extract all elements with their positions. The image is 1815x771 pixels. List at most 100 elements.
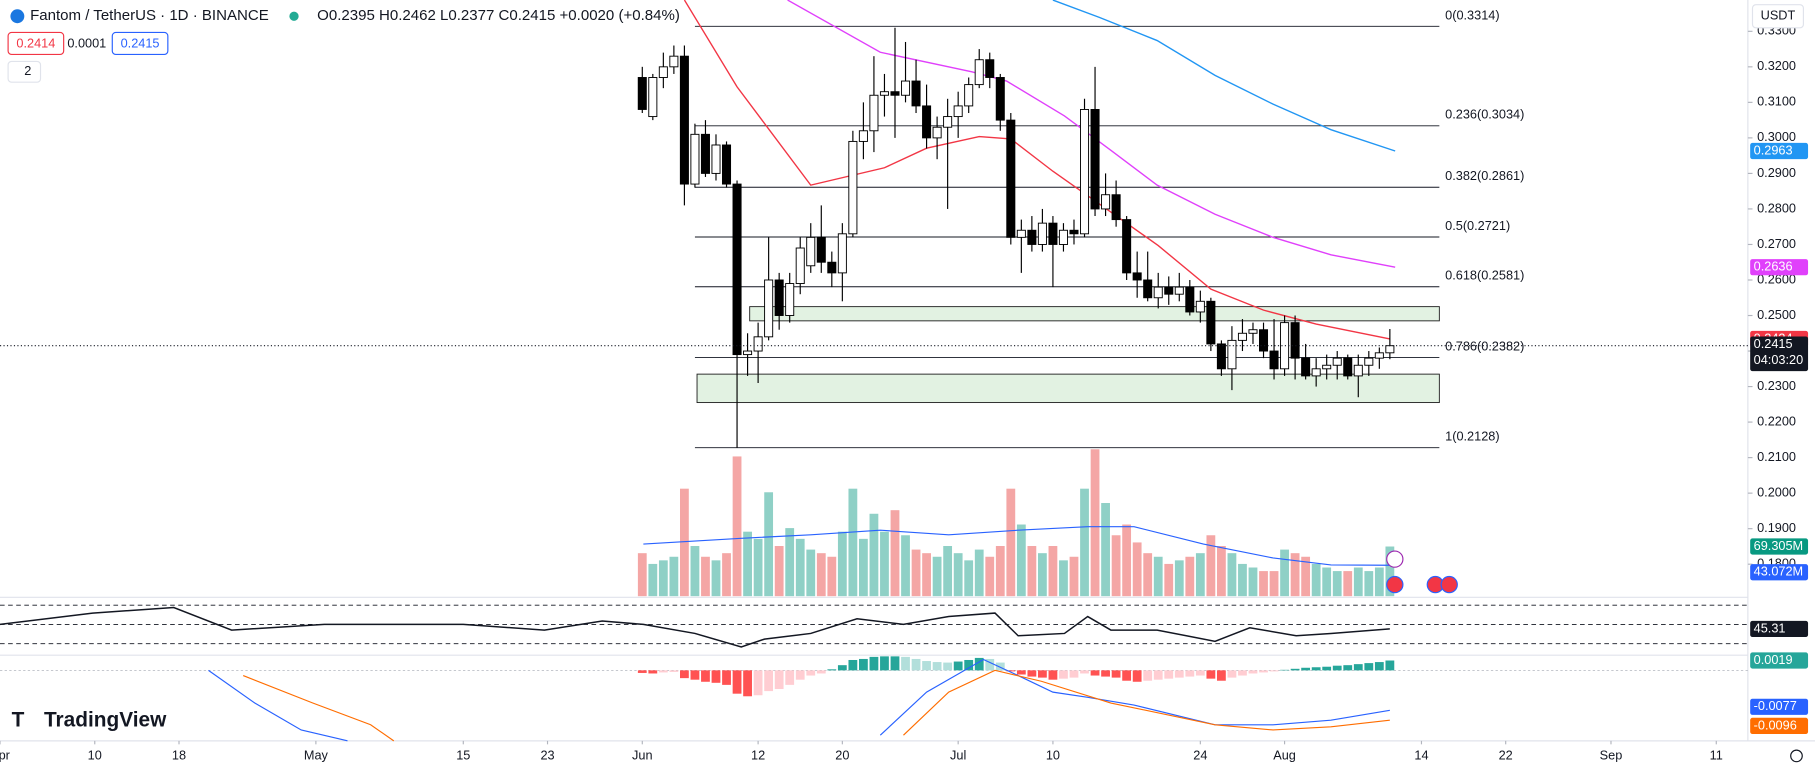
y-tick-label: 0.2200 [1757,413,1796,428]
y-tick-label: 0.3000 [1757,129,1796,144]
candle-body [1069,229,1079,235]
volume-bar [795,538,805,597]
x-tick-label: 11 [1710,747,1723,762]
event-icon[interactable] [1440,575,1458,594]
candle-body [1037,222,1047,245]
last-price-tag: 0.2415 [1754,336,1793,351]
volume-ma [643,526,1390,566]
rsi-line [0,606,1390,648]
macd-histogram-bar [785,670,795,685]
macd-histogram-bar [1132,670,1142,682]
volume-bar [1259,571,1268,597]
macd-histogram-bar [964,659,974,671]
moving-average [787,0,1396,268]
ma-price-tag-bg [1750,259,1809,276]
candle-body [1080,109,1090,235]
candle-body [774,279,784,316]
volume-bar [1080,488,1089,597]
y-tick-label: 0.1900 [1757,520,1796,535]
event-icon[interactable] [1386,550,1404,568]
settings-icon[interactable] [1790,749,1803,763]
volume-bar [974,549,984,597]
ask-box[interactable] [111,31,169,56]
volume-bar [848,488,858,597]
volume-bar [1111,535,1121,597]
macd-histogram-bar [1385,660,1395,671]
candle-body [1048,222,1058,245]
volume-bar [1206,535,1216,597]
volume-bar [890,510,900,597]
candle-body [658,66,668,78]
currency-button[interactable] [1751,4,1805,29]
market-status [289,11,299,21]
volume-bar [953,553,963,597]
candle-body [1153,286,1163,299]
candle-body [827,261,837,274]
volume-bar [690,546,700,597]
x-tick-label: May [304,747,329,762]
volume-bar [806,549,816,597]
event-icon[interactable] [1386,575,1404,594]
indicators-toggle[interactable] [7,60,42,83]
x-tick-label: Aug [1273,747,1296,762]
volume-bar [669,556,679,597]
brand: T TradingView [12,709,168,732]
fib-label: 1(0.2128) [1445,429,1499,444]
candle-body [1195,300,1205,313]
candle-body [753,336,763,352]
candle-body [700,133,710,174]
candle-body [901,80,911,96]
macd-histogram-bar [1048,670,1058,680]
volume-bar [1006,488,1016,597]
volume-bar [711,560,721,597]
candle-body [1006,119,1016,238]
volume-bar [680,488,689,597]
macd-histogram-bar [753,670,763,696]
macd-histogram-bar [837,665,847,671]
signal-tag: -0.0096 [1754,717,1797,732]
volume-bar [816,553,826,597]
macd-histogram-bar [1301,667,1311,671]
macd-histogram-bar [1374,662,1384,671]
symbol-title[interactable]: Fantom / TetherUS · 1D · BINANCE [30,7,269,24]
indicators-count: 2 [24,63,31,78]
macd-histogram-bar [995,662,1005,671]
volume-bar [932,556,942,597]
signal-line [242,669,1390,742]
x-tick-label: Jun [632,747,653,762]
macd-histogram-bar [1164,670,1174,679]
candle-body [816,236,826,263]
volume-bar [1248,567,1258,597]
candle-body [1185,286,1195,313]
macd-histogram-bar [880,656,889,671]
volume-bar [1016,524,1026,597]
macd-tag: -0.0077 [1754,698,1797,713]
candle-body [879,91,889,96]
macd-histogram-bar [732,670,742,694]
candle-body [1269,350,1279,370]
macd-histogram-bar [1006,670,1016,672]
bid-box[interactable] [7,31,65,56]
brand-name: TradingView [44,709,167,732]
macd-histogram-bar [680,670,689,679]
candle-body [964,84,974,107]
volume-bar [1311,563,1321,597]
volume-bar [1374,567,1384,597]
x-tick-label: 14 [1414,747,1428,762]
candle-body [1174,286,1184,295]
macd-histogram-bar [1059,670,1068,679]
macd-histogram-bar [1353,664,1363,671]
x-tick-label: 22 [1499,747,1513,762]
macd-histogram-bar [1206,670,1216,679]
volume-bar [774,546,784,597]
candle-body [1227,339,1237,370]
ohlc: O0.2395 H0.2462 L0.2377 C0.2415 +0.0020 … [317,7,680,24]
volume-bar [1143,553,1153,597]
candle-body [1132,272,1142,281]
candle-body [858,130,868,142]
y-tick-label: 0.2100 [1757,449,1796,464]
macd-histogram-bar [764,670,774,692]
volume-tag: 69.305M [1754,538,1804,553]
volume-bar [722,553,731,597]
macd-histogram-bar [890,656,900,671]
